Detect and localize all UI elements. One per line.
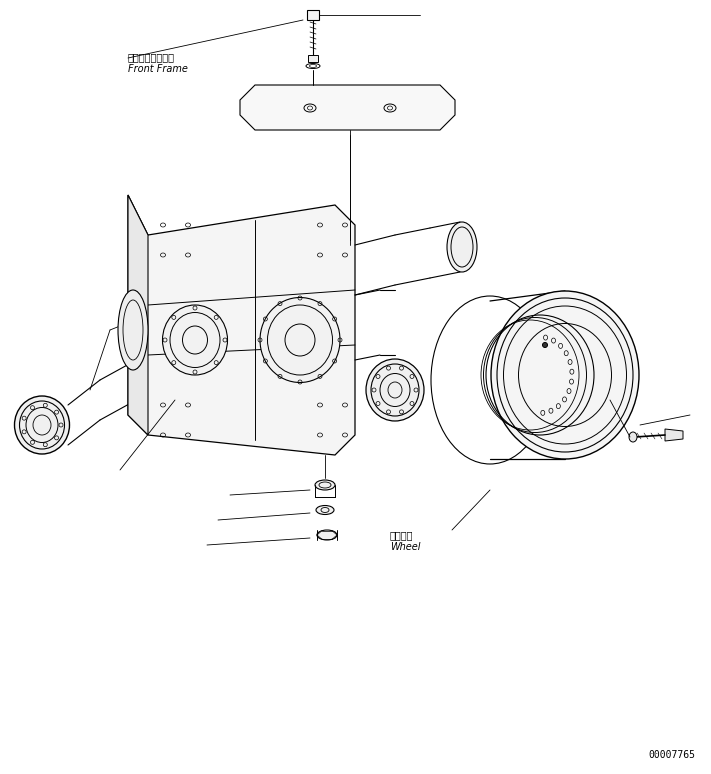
Ellipse shape [14,396,70,454]
Ellipse shape [491,291,639,459]
Ellipse shape [316,505,334,515]
Text: ホイール: ホイール [390,530,414,540]
Ellipse shape [366,359,424,421]
Ellipse shape [542,343,547,348]
Ellipse shape [315,480,335,490]
Ellipse shape [317,530,337,540]
Text: Front Frame: Front Frame [128,64,188,74]
Text: Wheel: Wheel [390,542,420,552]
Polygon shape [665,429,683,441]
Ellipse shape [163,305,228,375]
Text: フロントフレーム: フロントフレーム [128,52,175,62]
Ellipse shape [118,290,148,370]
Polygon shape [128,195,148,435]
Polygon shape [308,55,318,62]
Polygon shape [240,85,455,130]
Ellipse shape [260,297,340,382]
Ellipse shape [629,432,637,442]
Polygon shape [307,10,319,20]
Ellipse shape [447,222,477,272]
Text: 00007765: 00007765 [648,750,695,760]
Polygon shape [128,195,355,455]
